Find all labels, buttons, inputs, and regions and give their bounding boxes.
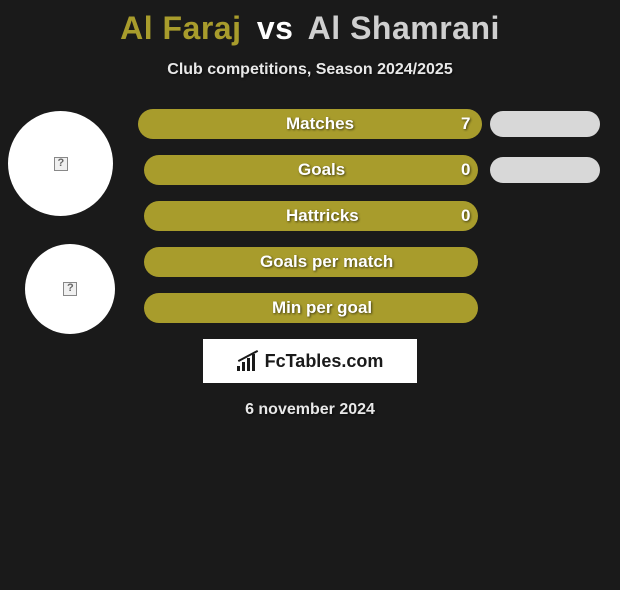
stat-row: Matches 7: [0, 109, 620, 139]
stat-row: Goals per match: [0, 247, 620, 277]
stat-row: Goals 0: [0, 155, 620, 185]
player1-value: 0: [461, 201, 470, 231]
player2-name: Al Shamrani: [308, 10, 500, 46]
branding-text: FcTables.com: [265, 351, 384, 372]
stat-label: Goals per match: [260, 247, 393, 277]
stat-label: Hattricks: [286, 201, 359, 231]
player2-bar: [490, 111, 600, 137]
player1-value: 7: [461, 109, 470, 139]
branding-box: FcTables.com: [203, 339, 417, 383]
comparison-title: Al Faraj vs Al Shamrani: [0, 10, 620, 47]
stat-label: Goals: [298, 155, 345, 185]
date-text: 6 november 2024: [0, 401, 620, 419]
subtitle: Club competitions, Season 2024/2025: [0, 61, 620, 79]
player2-bar: [490, 157, 600, 183]
stat-rows: Matches 7 Goals 0 Hattricks 0 Goals per match M…: [0, 109, 620, 323]
player1-name: Al Faraj: [120, 10, 241, 46]
chart-icon: [237, 351, 259, 371]
player1-value: 0: [461, 155, 470, 185]
stat-row: Hattricks 0: [0, 201, 620, 231]
comparison-chart: Matches 7 Goals 0 Hattricks 0 Goals per match M…: [0, 109, 620, 323]
stat-label: Matches: [286, 109, 354, 139]
stat-label: Min per goal: [272, 293, 372, 323]
vs-text: vs: [257, 10, 294, 46]
stat-row: Min per goal: [0, 293, 620, 323]
